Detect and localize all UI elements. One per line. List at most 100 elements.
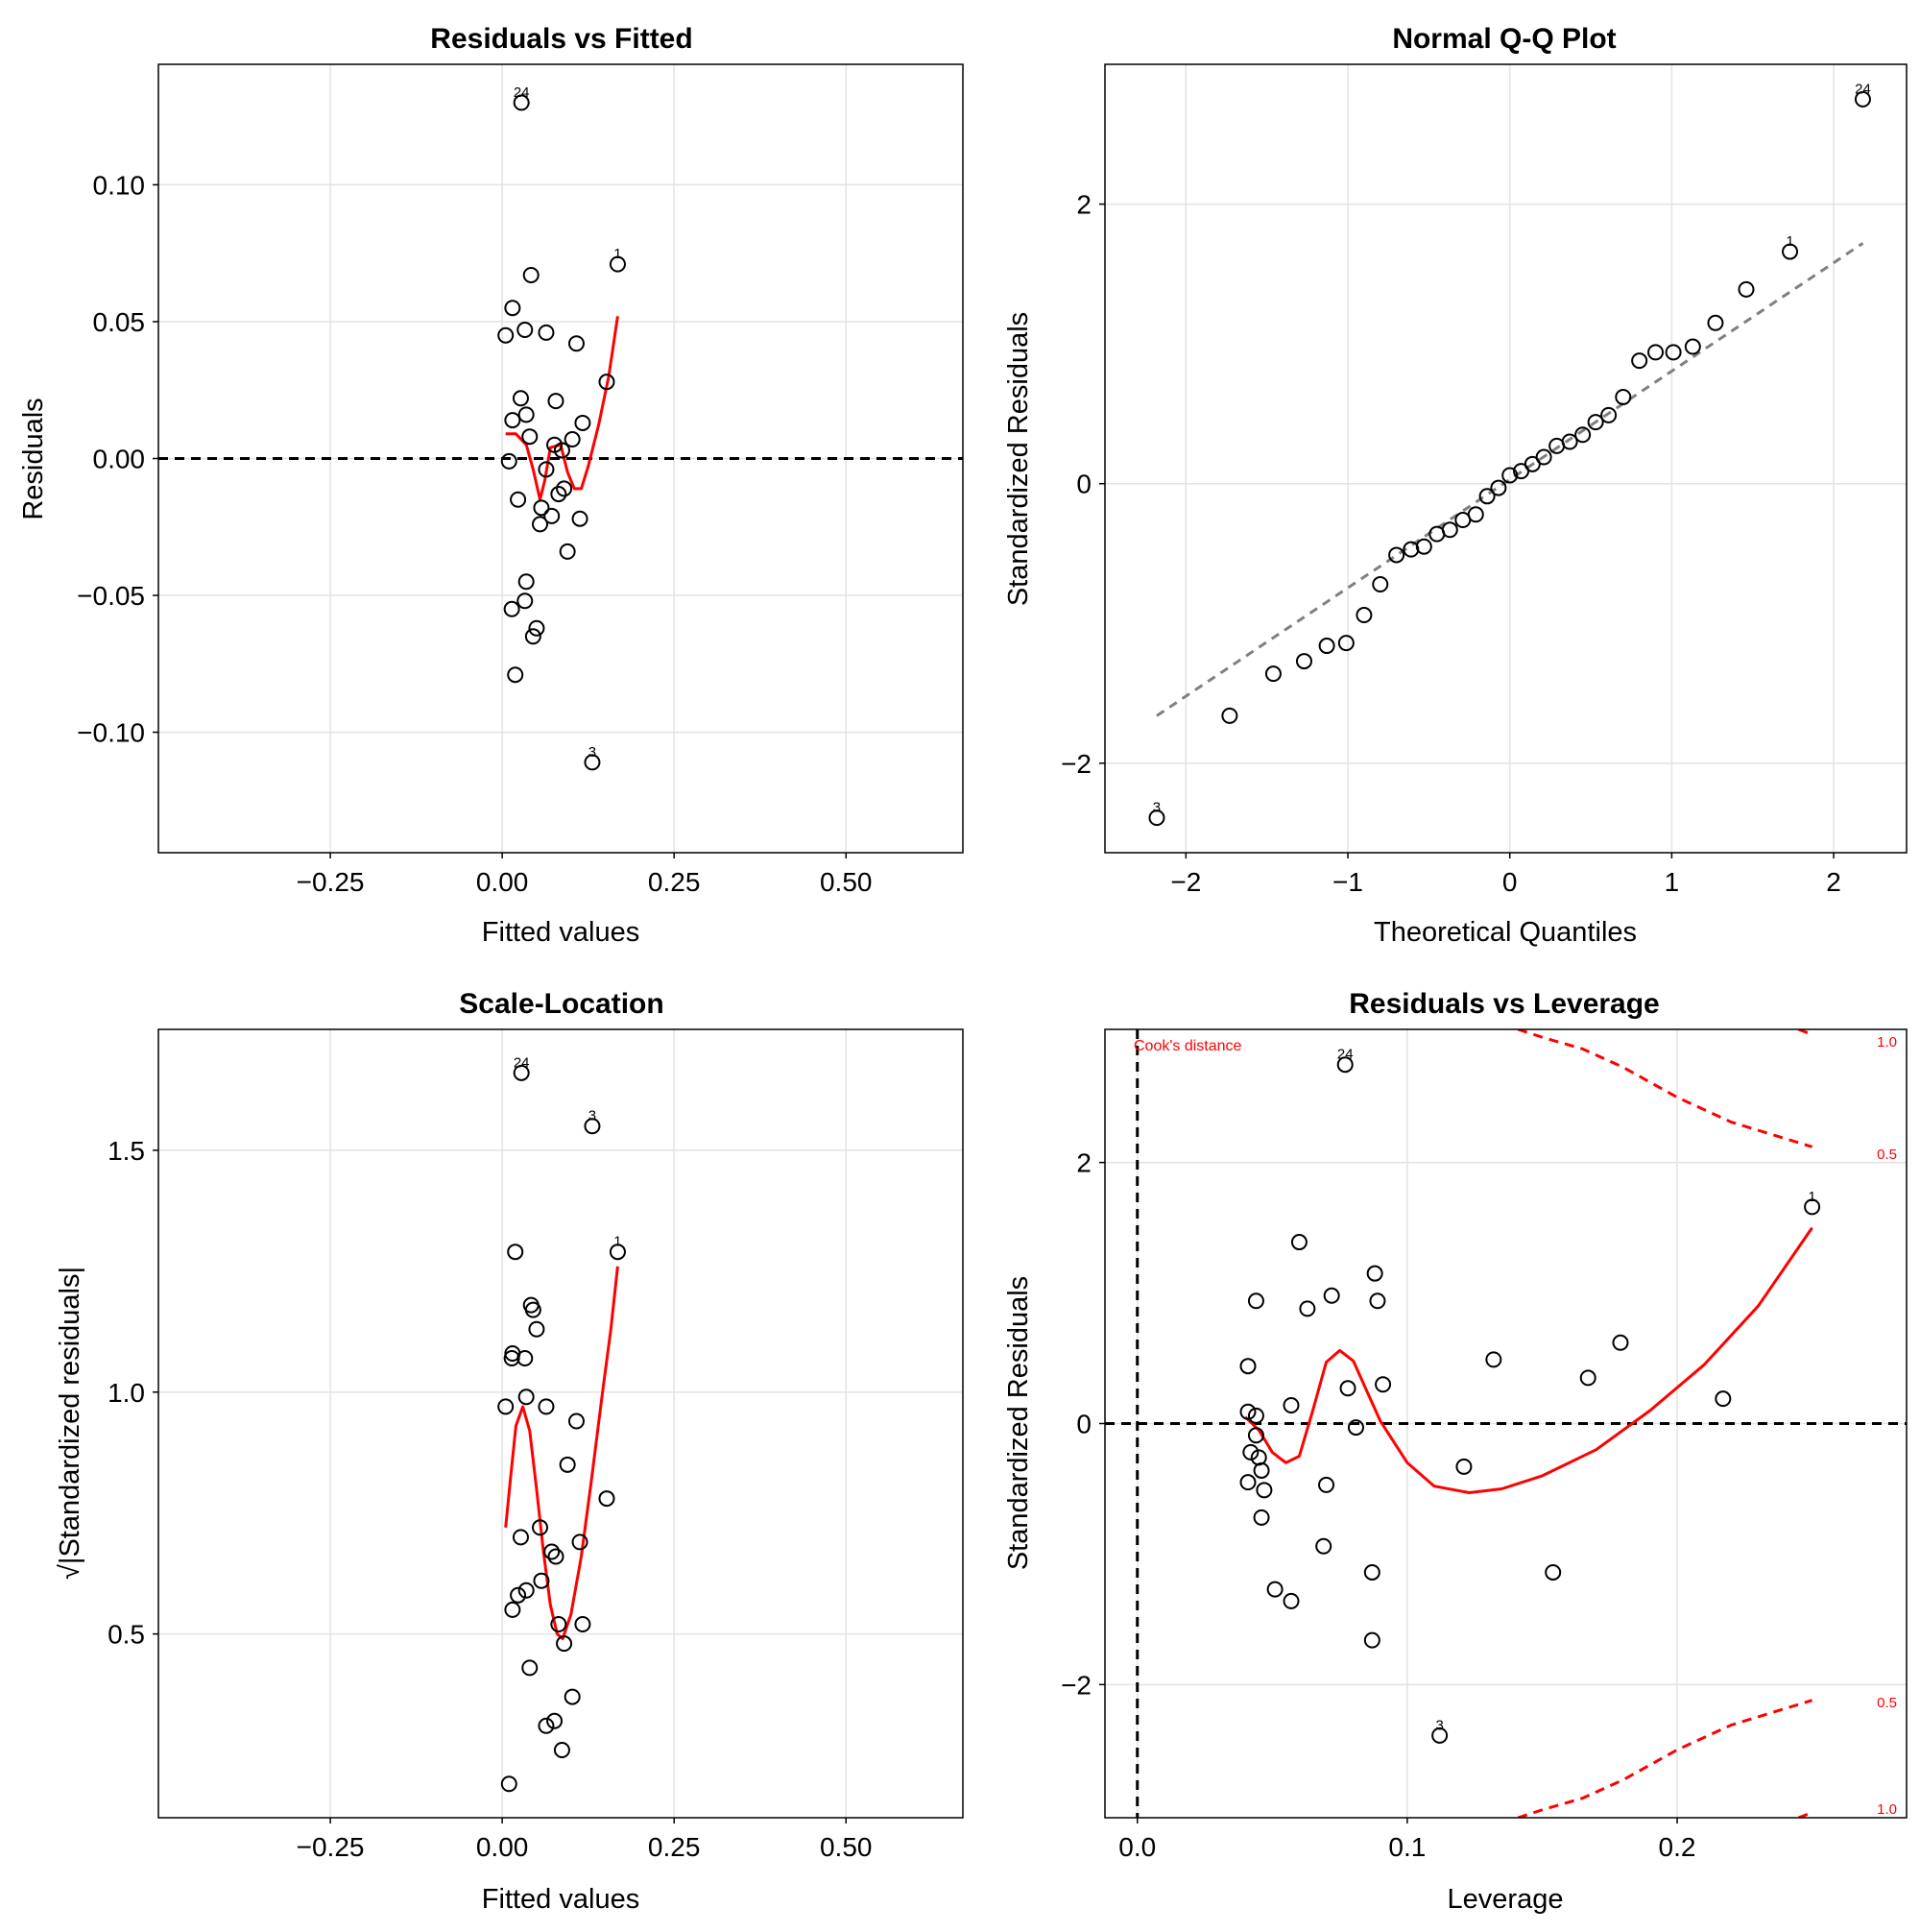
data-point	[1253, 1461, 1270, 1479]
data-point	[1264, 665, 1282, 683]
x-tick-label: −0.25	[297, 867, 365, 897]
data-point	[1804, 1198, 1821, 1216]
y-tick-label: 0	[1076, 1410, 1092, 1439]
data-point	[1336, 1056, 1354, 1074]
data-point	[1388, 546, 1405, 564]
data-point	[538, 324, 555, 341]
data-point	[1455, 1458, 1473, 1475]
data-point	[1548, 437, 1566, 454]
data-point	[1318, 638, 1335, 655]
x-tick-label: 0	[1502, 867, 1518, 897]
y-tick-label: −0.10	[77, 718, 145, 748]
data-point	[503, 1350, 520, 1367]
data-point	[1684, 338, 1701, 355]
y-tick-label: 2	[1076, 190, 1092, 220]
cooks-level-label: 1.0	[1877, 1801, 1897, 1818]
data-point	[516, 322, 534, 339]
data-point	[1253, 1509, 1270, 1526]
data-point	[1478, 488, 1496, 505]
data-point	[1347, 1419, 1364, 1437]
point-label: 3	[1435, 1717, 1443, 1733]
plot-frame	[157, 63, 964, 854]
y-axis-label: √|Standardized residuals|	[55, 1267, 85, 1580]
data-point	[507, 1244, 524, 1261]
data-point	[532, 516, 549, 533]
data-point	[584, 754, 601, 771]
data-point	[1247, 1407, 1264, 1424]
point-label: 3	[1153, 800, 1161, 816]
data-point	[598, 374, 615, 391]
y-tick-label: 1.0	[108, 1378, 145, 1408]
cooks-level-label: 0.5	[1877, 1695, 1897, 1711]
data-point	[1454, 512, 1472, 529]
x-tick-label: −0.25	[297, 1832, 365, 1862]
data-point	[517, 406, 535, 423]
panel-normal-qq: Normal Q-Q Plot −2 −1 0 1 2 −2 0 2 24 1 3 Theoreti…	[1003, 23, 1908, 948]
panel-title: Residuals vs Fitted	[430, 23, 692, 55]
point-label: 1	[613, 1234, 621, 1250]
cooks-level-label: 0.5	[1877, 1147, 1897, 1163]
data-point	[1854, 90, 1871, 108]
data-point	[524, 1301, 541, 1318]
data-point	[1239, 1403, 1257, 1420]
data-point	[598, 1490, 615, 1508]
data-point	[546, 1712, 564, 1729]
plot-area	[158, 94, 963, 771]
data-point	[574, 1616, 591, 1633]
data-point	[521, 1659, 539, 1677]
data-point	[559, 1456, 576, 1473]
data-point	[1587, 414, 1604, 431]
data-point	[1315, 1537, 1332, 1555]
data-point	[1513, 463, 1530, 480]
data-point	[1431, 1727, 1449, 1744]
data-point	[1363, 1563, 1380, 1581]
panel-body: −0.25 0.00 0.25 0.50 0.5 1.0 1.5 24 3 1	[108, 1028, 964, 1862]
data-point	[1239, 1474, 1257, 1491]
data-point	[1738, 280, 1755, 298]
data-point	[532, 1519, 549, 1536]
y-tick-label: 1.5	[108, 1136, 145, 1166]
point-label: 1	[1786, 233, 1793, 250]
data-point	[1612, 1334, 1629, 1351]
x-axis-label: Leverage	[1448, 1884, 1564, 1915]
x-axis-label: Theoretical Quantiles	[1374, 917, 1637, 948]
panel-body: −0.25 0.00 0.25 0.50 −0.10 −0.05 0.00 0.05 0.10 2…	[77, 63, 964, 897]
data-point	[543, 1543, 561, 1560]
data-point	[1369, 1292, 1386, 1310]
plot-area	[1105, 1029, 1907, 1818]
plot-area	[497, 1064, 626, 1793]
data-point	[1579, 1369, 1596, 1387]
plot-frame	[157, 1028, 964, 1819]
data-point	[1782, 243, 1799, 260]
cooks-level-label: 1.0	[1877, 1034, 1897, 1051]
data-point	[528, 619, 545, 637]
panel-residuals-vs-leverage: Residuals vs Leverage 0.0 0.1 0.2 −2 0 2 Cook'…	[1003, 988, 1908, 1915]
panel-scale-location: Scale-Location −0.25 0.00 0.25 0.50 0.5 1.0 1.…	[55, 988, 964, 1915]
smooth-line	[505, 316, 619, 501]
data-point	[533, 1572, 550, 1589]
panel-title: Normal Q-Q Plot	[1392, 23, 1616, 55]
point-label: 24	[514, 85, 530, 101]
data-point	[1615, 388, 1632, 405]
data-point	[517, 1582, 535, 1599]
data-point	[507, 666, 524, 684]
data-point	[1490, 479, 1507, 496]
x-tick-label: 0.00	[476, 867, 529, 897]
data-point	[1485, 1351, 1502, 1368]
data-point	[504, 1601, 521, 1618]
panel-title: Residuals vs Leverage	[1349, 988, 1660, 1020]
data-point	[567, 335, 585, 352]
data-point	[1715, 1390, 1732, 1408]
data-point	[517, 573, 535, 591]
x-tick-label: −1	[1332, 867, 1363, 897]
data-point	[513, 94, 530, 111]
data-point	[1707, 314, 1724, 331]
data-point	[1266, 1581, 1284, 1598]
x-tick-label: 0.25	[648, 867, 701, 897]
data-point	[553, 442, 570, 459]
data-point	[1647, 344, 1665, 361]
cooks-distance-contour	[1517, 1699, 1813, 1818]
data-point	[513, 1064, 530, 1081]
data-point	[550, 1616, 567, 1633]
